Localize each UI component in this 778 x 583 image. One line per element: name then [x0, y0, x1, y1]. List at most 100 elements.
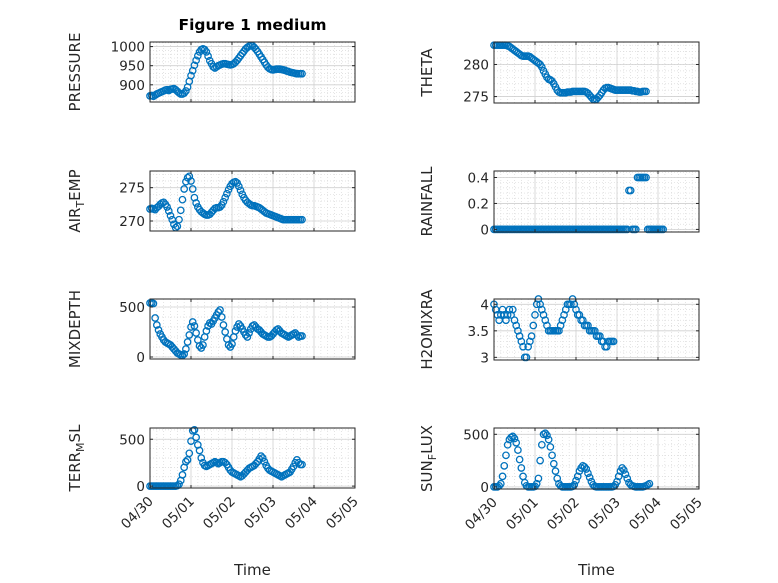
- data-point: [221, 193, 230, 202]
- data-point: [178, 195, 187, 204]
- axes-frame: [149, 298, 356, 360]
- x-tick-label: 04/30: [462, 495, 501, 534]
- data-point: [536, 456, 544, 465]
- axes-frame: [493, 170, 700, 233]
- data-point: [623, 474, 632, 483]
- chart-panel-8: 0 500 04/30 05/01 05/02 05/03 05/04 05/05 Time SU…: [418, 425, 706, 579]
- data-point: [659, 225, 667, 234]
- data-point: [182, 177, 190, 186]
- y-axis-label: PRESSURE: [66, 33, 84, 112]
- data-point: [193, 51, 202, 60]
- data-point: [508, 305, 517, 314]
- y-axis-label: TERRMSL: [66, 424, 87, 493]
- x-tick-label: 05/05: [323, 494, 362, 533]
- data-point: [197, 454, 206, 462]
- data-point: [534, 474, 543, 483]
- data-point: [245, 329, 253, 337]
- data-point: [187, 71, 195, 80]
- data-point: [192, 433, 200, 442]
- data-point: [234, 182, 243, 191]
- y-axis-label: AIRTEMP: [66, 169, 87, 232]
- data-point: [577, 464, 585, 472]
- data-point: [519, 342, 527, 351]
- data-point: [548, 451, 556, 460]
- data-point: [195, 446, 204, 455]
- data-point: [537, 440, 546, 449]
- axes-frame: [493, 41, 700, 104]
- data-point: [234, 320, 243, 328]
- x-axis-label: Time: [577, 561, 615, 579]
- data-point: [522, 353, 531, 362]
- x-tick-label: 05/02: [544, 495, 583, 534]
- data-point: [188, 318, 197, 326]
- chart-panel-3: 270 275 AIRTEMP: [66, 169, 356, 233]
- data-point: [164, 207, 173, 215]
- data-point: [260, 457, 269, 466]
- data-point: [217, 313, 226, 321]
- data-point: [173, 222, 182, 231]
- x-axis-label: Time: [233, 561, 271, 579]
- data-point: [231, 327, 240, 335]
- data-point: [219, 197, 228, 206]
- data-point: [154, 326, 163, 334]
- data-point: [258, 454, 267, 462]
- chart-panel-6: 3 3.5 4 H2OMIXRA: [418, 289, 700, 370]
- data-point: [584, 469, 592, 478]
- data-point: [190, 322, 199, 330]
- data-point: [236, 186, 245, 195]
- data-point: [204, 52, 212, 60]
- data-point: [570, 480, 579, 489]
- data-point: [187, 323, 195, 331]
- data-point: [182, 87, 190, 95]
- data-point: [642, 87, 650, 96]
- y-tick-label: 0: [480, 480, 489, 496]
- data-point: [151, 314, 159, 322]
- y-tick-label: 500: [119, 300, 145, 316]
- data-point: [645, 479, 654, 488]
- data-point: [642, 173, 650, 182]
- data-point: [549, 459, 558, 468]
- y-tick-label: 0: [136, 479, 145, 495]
- chart-panel-5: 0 500 MIXDEPTH: [66, 290, 356, 368]
- axes-frame: [493, 298, 700, 361]
- data-point: [185, 449, 194, 458]
- data-point: [183, 456, 192, 464]
- y-tick-label: 900: [119, 78, 145, 94]
- data-point: [532, 479, 541, 488]
- y-tick-label: 0: [480, 222, 489, 238]
- data-point: [178, 471, 187, 479]
- data-point: [216, 203, 224, 211]
- data-point: [192, 329, 200, 337]
- data-point: [553, 474, 562, 483]
- data-point: [221, 328, 230, 336]
- chart-panel-1: 900 950 1000 PRESSURE: [66, 33, 356, 112]
- data-point: [182, 345, 190, 353]
- data-point: [175, 88, 183, 97]
- y-tick-label: 270: [119, 214, 145, 230]
- data-point: [537, 63, 546, 71]
- data-point: [173, 481, 182, 490]
- x-tick-label: 05/04: [626, 495, 665, 534]
- data-point: [214, 308, 223, 316]
- data-point: [500, 462, 509, 470]
- y-tick-label: 950: [119, 59, 145, 75]
- data-point: [185, 172, 194, 181]
- axes-frame: [149, 41, 356, 103]
- data-point: [614, 472, 623, 481]
- data-point: [202, 48, 211, 56]
- data-point: [519, 472, 527, 481]
- data-point: [298, 69, 306, 78]
- data-point: [209, 62, 218, 71]
- data-point: [502, 451, 510, 460]
- data-point: [180, 185, 189, 193]
- data-point: [544, 435, 553, 444]
- data-point: [176, 206, 185, 215]
- data-point: [496, 479, 505, 488]
- data-point: [631, 225, 640, 234]
- axes-frame: [149, 427, 356, 489]
- data-point: [192, 56, 200, 65]
- data-point: [572, 476, 580, 485]
- data-point: [510, 434, 519, 443]
- data-point: [180, 350, 189, 358]
- data-point: [289, 462, 298, 471]
